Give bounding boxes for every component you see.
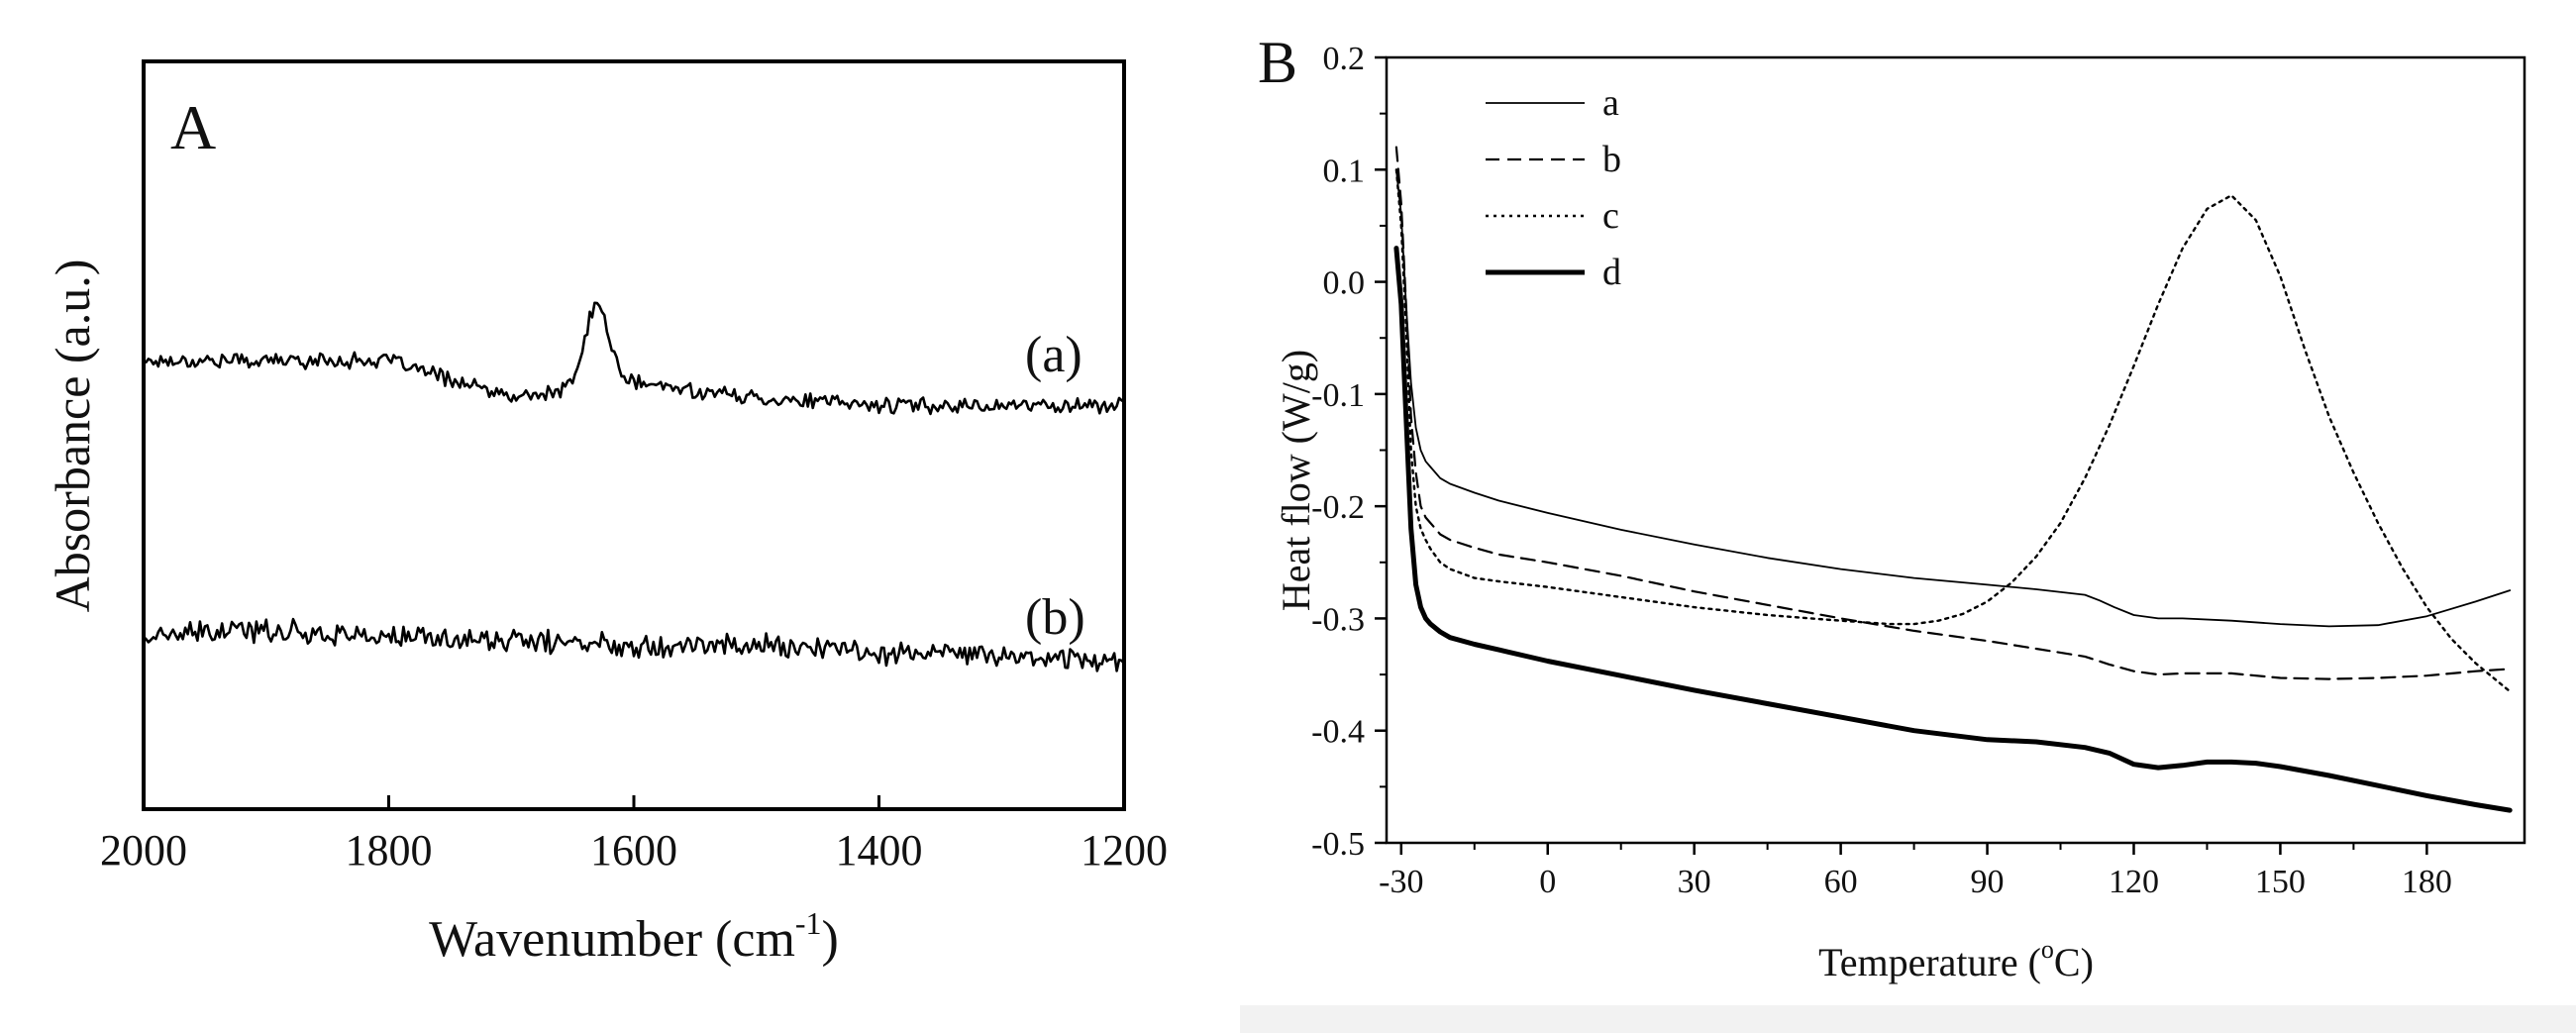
panel-a-series-label-b: (b) <box>1025 589 1085 646</box>
panel-b-y-tick-label: -0.4 <box>1311 714 1365 751</box>
panel-a-x-axis-title-main: Wavenumber (cm <box>429 911 795 968</box>
panel-a-x-tick-label: 1800 <box>346 826 433 875</box>
panel-a-series-label-a: (a) <box>1025 327 1082 383</box>
legend-label-a: a <box>1602 82 1619 124</box>
panel-b-series-group <box>1393 146 2513 813</box>
panel-a-x-tick-label: 1200 <box>1081 826 1168 875</box>
panel-a-x-tick-label: 1600 <box>590 826 677 875</box>
panel-b-x-tick-label: 0 <box>1539 864 1556 900</box>
panel-b-x-tick-label: 150 <box>2255 864 2306 900</box>
panel-b-y-axis-title: Heat flow (W/g) <box>1274 350 1318 611</box>
panel-b-y-tick-label: -0.1 <box>1311 377 1365 414</box>
panel-b-background <box>1240 0 2576 1033</box>
panel-b-x-tick-label: 120 <box>2109 864 2159 900</box>
legend-label-d: d <box>1602 252 1621 293</box>
panel-b-y-ticks: 0.2 0.1 0.0 -0.1 -0.2 -0.3 -0.4 -0.5 <box>1311 41 1387 863</box>
panel-a-x-ticks: 2000 1800 1600 1400 1200 <box>100 795 1168 875</box>
panel-b-y-tick-label: 0.0 <box>1323 265 1366 302</box>
legend-label-b: b <box>1602 139 1621 180</box>
panel-b-x-tick-label: 90 <box>1971 864 2005 900</box>
panel-a-x-tick-label: 2000 <box>100 826 187 875</box>
panel-b-x-tick-label: 30 <box>1678 864 1711 900</box>
panel-b-y-tick-label: -0.5 <box>1311 826 1365 863</box>
panel-b-x-axis-title-sup: o <box>2041 935 2054 964</box>
panel-b-series-a <box>1395 168 2512 628</box>
legend-label-c: c <box>1602 195 1619 237</box>
panel-b-series-c <box>1394 168 2512 693</box>
panel-a-series-a <box>143 301 1125 416</box>
panel-b-x-tick-label: 180 <box>2402 864 2452 900</box>
panel-a-y-axis-title: Absorbance (a.u.) <box>45 259 100 613</box>
panel-a-x-axis-title: Wavenumber (cm-1) <box>429 905 839 968</box>
panel-a-frame <box>142 59 1126 811</box>
panel-b-x-axis-title: Temperature (oC) <box>1818 935 2094 984</box>
panel-b-x-ticks: -30 0 30 60 90 120 150 180 <box>1379 843 2452 900</box>
panel-b-letter: B <box>1258 30 1297 95</box>
panel-b-y-tick-label: -0.2 <box>1311 489 1365 526</box>
panel-a-series-group <box>143 301 1125 672</box>
panel-b-bottom-strip <box>1240 1005 2576 1033</box>
panel-a-series-b <box>143 617 1125 672</box>
panel-b-x-axis-title-end: C) <box>2054 940 2094 984</box>
panel-b: B -30 0 30 60 90 120 150 180 0.2 0.1 0.0 -0.1 -0.2 -… <box>1258 30 2526 984</box>
panel-a-x-axis-title-end: ) <box>822 911 839 968</box>
panel-a-x-axis-title-sup: -1 <box>795 905 822 941</box>
panel-a: A (a) (b) 2000 1800 1600 1400 1200 Absorbance… <box>45 59 1168 968</box>
panel-a-letter: A <box>170 92 216 162</box>
panel-b-x-axis-title-main: Temperature ( <box>1818 940 2041 984</box>
panel-b-series-d <box>1393 246 2513 813</box>
panel-b-y-tick-label: 0.1 <box>1323 153 1366 189</box>
panel-b-series-b <box>1394 146 2512 680</box>
panel-b-y-tick-label: 0.2 <box>1323 41 1366 77</box>
panel-b-x-tick-label: -30 <box>1379 864 1423 900</box>
panel-a-series-labels: (a) (b) <box>1025 327 1085 646</box>
panel-b-x-tick-label: 60 <box>1824 864 1858 900</box>
panel-b-y-tick-label: -0.3 <box>1311 601 1365 638</box>
panel-a-x-tick-label: 1400 <box>836 826 923 875</box>
